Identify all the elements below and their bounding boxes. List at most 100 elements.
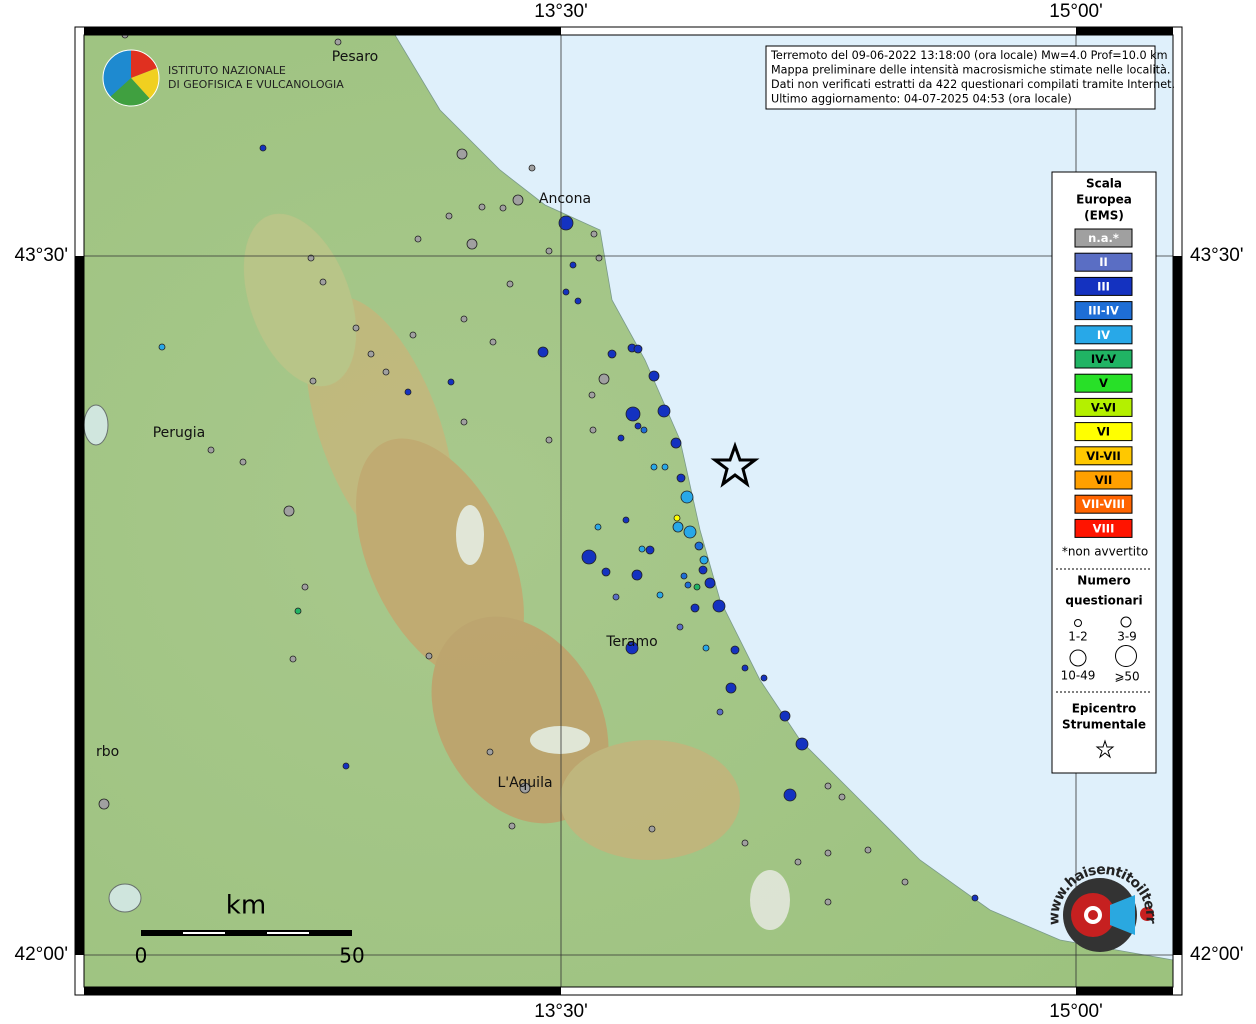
intensity-point (445, 212, 453, 220)
intensity-point (301, 583, 309, 591)
legend-swatch (1074, 228, 1133, 248)
intensity-point (319, 278, 327, 286)
intensity-point (367, 350, 375, 358)
legend-title: Scala (1086, 177, 1122, 191)
legend-swatch (1074, 276, 1133, 296)
intensity-point (612, 593, 620, 601)
intensity-point (699, 555, 709, 565)
legend-label: III-IV (1088, 304, 1119, 318)
intensity-point (581, 549, 597, 565)
intensity-point (352, 324, 360, 332)
epicenter-star (710, 441, 760, 488)
intensity-point (684, 581, 692, 589)
legend-label: n.a.* (1088, 231, 1119, 245)
intensity-point (640, 426, 648, 434)
coord-label: 43°30' (1190, 245, 1244, 266)
intensity-point (683, 525, 697, 539)
intensity-point (121, 35, 129, 39)
intensity-point (625, 641, 639, 655)
intensity-point (569, 261, 577, 269)
legend-label: III (1097, 279, 1110, 293)
legend-label: VII (1095, 473, 1112, 487)
intensity-point (545, 436, 553, 444)
intensity-point (574, 297, 582, 305)
logo-text: ISTITUTO NAZIONALE (168, 64, 286, 77)
legend-note: *non avvertito (1062, 545, 1148, 559)
intensity-point (676, 473, 686, 483)
intensity-point (158, 343, 166, 351)
intensity-point (239, 458, 247, 466)
legend-label: IV (1097, 328, 1110, 342)
watermark (1063, 878, 1154, 952)
place-label: Pesaro (332, 49, 378, 65)
intensity-point (783, 788, 797, 802)
legend-label: VI-VII (1086, 449, 1121, 463)
intensity-point (702, 644, 710, 652)
intensity-point (680, 572, 688, 580)
intensity-point (730, 645, 740, 655)
intensity-point (625, 406, 641, 422)
scale-tick: 0 (135, 944, 148, 968)
logo (102, 49, 160, 107)
intensity-point (499, 204, 507, 212)
legend-swatch (1074, 252, 1133, 272)
frame (74, 26, 1183, 996)
intensity-point (971, 894, 979, 902)
coord-label: 43°30' (15, 245, 69, 266)
scale-unit: km (226, 891, 266, 921)
intensity-point (98, 798, 110, 810)
intensity-point (657, 404, 671, 418)
legend-swatch (1074, 397, 1133, 417)
intensity-point (838, 793, 846, 801)
intensity-point (607, 349, 617, 359)
legend-swatch (1074, 373, 1133, 393)
intensity-point (824, 898, 832, 906)
intensity-point (409, 331, 417, 339)
legend-title: (EMS) (1084, 209, 1124, 223)
intensity-point (864, 846, 872, 854)
intensity-point (661, 463, 669, 471)
intensity-point (690, 603, 700, 613)
legend-label: VII-VIII (1082, 497, 1125, 511)
intensity-point (414, 235, 422, 243)
intensity-point (537, 346, 549, 358)
legend-label: II (1099, 255, 1108, 269)
intensity-point (694, 541, 704, 551)
info-line: Mappa preliminare delle intensità macros… (771, 64, 1170, 77)
intensity-point (259, 144, 267, 152)
intensity-point (704, 577, 716, 589)
map-area (84, 35, 1173, 987)
intensity-point (506, 280, 514, 288)
intensity-point (656, 591, 664, 599)
intensity-point (648, 370, 660, 382)
place-label: L'Aquila (497, 775, 552, 791)
intensity-point (631, 569, 643, 581)
intensity-point (447, 378, 455, 386)
intensity-point (680, 490, 694, 504)
coord-label: 13°30' (534, 1, 588, 22)
scale-bar (141, 930, 352, 936)
size-label: 3-9 (1117, 630, 1137, 644)
intensity-point (638, 545, 646, 553)
intensity-point (650, 463, 658, 471)
intensity-point (309, 377, 317, 385)
legend-title: Epicentro (1072, 702, 1137, 716)
legend-swatch (1074, 494, 1133, 514)
intensity-point (342, 762, 350, 770)
intensity-point (622, 516, 630, 524)
coord-label: 13°30' (534, 1001, 588, 1022)
intensity-point (512, 194, 524, 206)
intensity-points (98, 35, 979, 906)
legend-swatch (1074, 446, 1133, 466)
info-line: Dati non verificati estratti da 422 ques… (771, 78, 1175, 91)
intensity-point (760, 674, 768, 682)
info-box (765, 45, 1156, 110)
place-label: Perugia (153, 425, 206, 441)
logo-text: DI GEOFISICA E VULCANOLOGIA (168, 78, 344, 91)
intensity-point (508, 822, 516, 830)
intensity-point (676, 623, 684, 631)
intensity-point (207, 446, 215, 454)
intensity-point (824, 849, 832, 857)
intensity-point (594, 523, 602, 531)
